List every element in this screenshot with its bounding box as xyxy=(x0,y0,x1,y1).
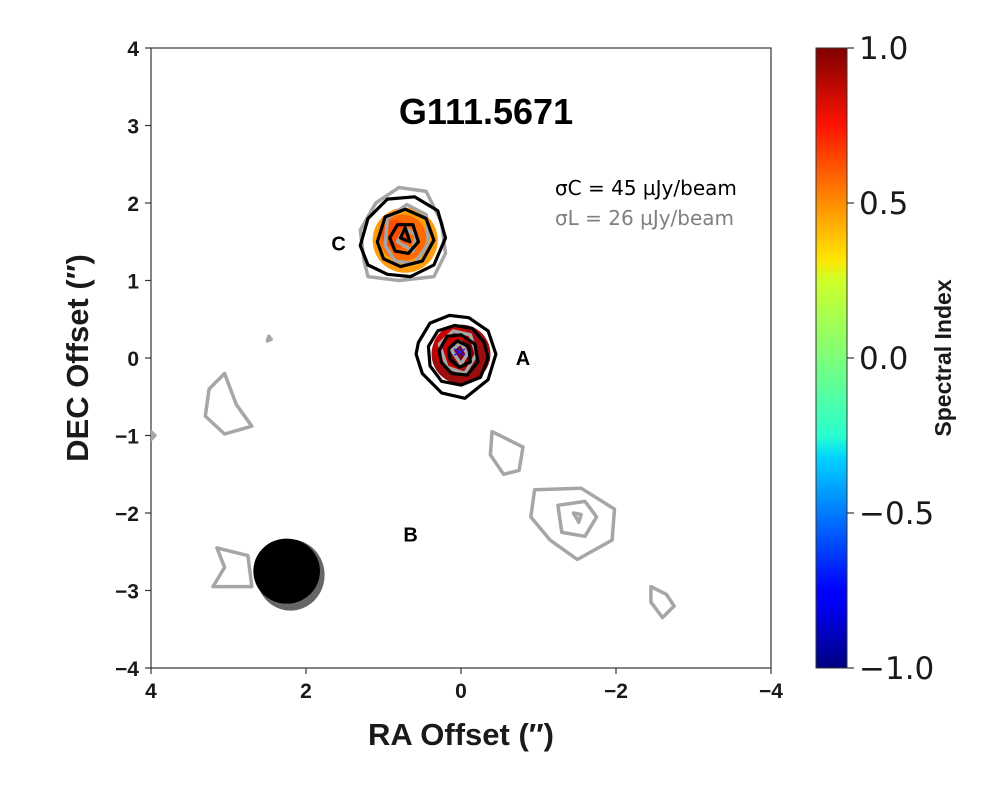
y-tick-label: −4 xyxy=(115,658,139,681)
l-band-contour-13 xyxy=(151,429,157,442)
y-tick-label: 4 xyxy=(127,38,139,61)
colorbar-tick-label: −0.5 xyxy=(859,496,934,532)
c-band-contour-6 xyxy=(388,223,420,255)
y-tick-label: −2 xyxy=(115,503,139,526)
l-band-contour-1 xyxy=(449,340,469,366)
c-band-contour-2 xyxy=(437,333,480,377)
y-tick-label: −1 xyxy=(115,426,139,449)
colorbar-label: Spectral Index xyxy=(930,279,956,436)
c-band-contours xyxy=(358,195,498,400)
l-band-contour-12 xyxy=(265,334,273,343)
sigma-l-label: σL = 26 µJy/beam xyxy=(555,206,734,230)
source-label-C: C xyxy=(331,233,345,255)
colorbar-ticks: 1.0 0.5 0.0 −0.5 −1.0 xyxy=(847,31,934,687)
x-tick-label: 4 xyxy=(145,680,157,703)
colorbar-tick-label: 1.0 xyxy=(859,31,908,67)
c-band-contour-0 xyxy=(414,313,498,400)
c-band-contour-4 xyxy=(358,195,448,279)
colorbar-tick-label: 0.0 xyxy=(859,341,908,377)
l-band-contour-5 xyxy=(203,371,254,436)
x-axis-ticks: 4 2 0 −2 −4 xyxy=(145,668,783,703)
source-label-A: A xyxy=(516,348,530,370)
x-tick-label: −4 xyxy=(759,680,783,703)
y-axis-title: DEC Offset (″) xyxy=(60,254,95,462)
c-band-contour-7 xyxy=(398,226,412,244)
l-band-contour-9 xyxy=(571,511,583,525)
y-tick-label: −3 xyxy=(115,581,139,604)
colorbar xyxy=(815,47,848,669)
y-tick-label: 0 xyxy=(127,348,139,371)
l-band-contour-10 xyxy=(211,546,254,589)
beam-ellipses xyxy=(253,538,325,611)
y-tick-label: 3 xyxy=(127,116,139,139)
l-band-contour-8 xyxy=(556,499,599,539)
y-tick-label: 2 xyxy=(127,193,139,216)
x-tick-label: −2 xyxy=(604,680,628,703)
y-tick-label: 1 xyxy=(127,271,139,294)
l-band-contour-7 xyxy=(529,486,617,562)
colorbar-tick-label: −1.0 xyxy=(859,651,934,687)
x-tick-label: 2 xyxy=(300,680,312,703)
l-band-contour-6 xyxy=(488,429,525,477)
x-tick-label: 0 xyxy=(455,680,467,703)
sigma-c-label: σC = 45 µJy/beam xyxy=(555,176,737,200)
y-axis-ticks: 4 3 2 1 0 −1 −2 −3 −4 xyxy=(115,38,151,681)
position-marker: * xyxy=(453,342,466,372)
plot-title: G111.5671 xyxy=(399,91,573,132)
marker-asterisk: * xyxy=(453,342,466,372)
source-label-B: B xyxy=(403,525,417,547)
c-band-contour-5 xyxy=(375,207,436,269)
c-band-contour-3 xyxy=(447,339,472,369)
x-axis-title: RA Offset (″) xyxy=(368,717,554,752)
l-band-contour-11 xyxy=(649,584,676,620)
c-band-beam xyxy=(253,538,320,604)
colorbar-tick-label: 0.5 xyxy=(859,186,908,222)
c-band-contour-1 xyxy=(426,323,490,387)
